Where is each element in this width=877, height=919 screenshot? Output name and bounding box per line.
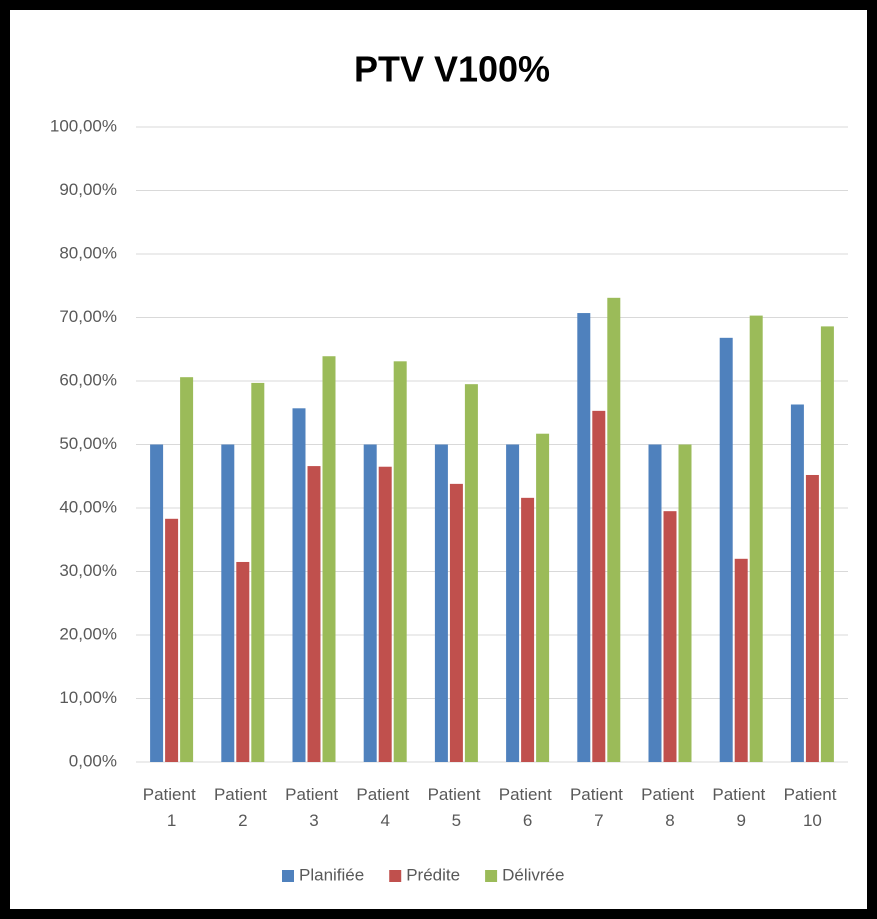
legend-label: Planifiée [299,865,364,884]
bar [521,497,535,762]
bar [607,297,621,762]
x-tick-label-line: 8 [665,811,674,830]
bar [678,444,692,762]
bar [663,511,677,762]
x-tick-label-line: Patient [285,785,343,804]
x-tick-label-line: 1 [167,811,176,830]
x-tick-label: Patient 2 [214,785,272,830]
legend-swatch [389,870,402,882]
bar [393,361,407,762]
bar [719,337,733,762]
x-tick-label-line: Patient [784,785,842,804]
bar [648,444,662,762]
bar [150,444,164,762]
x-tick-label-line: 2 [238,811,247,830]
y-tick-label: 100,00% [50,116,117,135]
bar [449,483,463,762]
bar [292,408,306,762]
x-tick-label: Patient 7 [570,785,628,830]
x-tick-label: Patient 9 [712,785,770,830]
bar [749,315,763,762]
bar [592,410,606,762]
bar [577,313,591,762]
x-tick-label: Patient 10 [784,785,842,830]
y-tick-label: 40,00% [59,497,117,516]
x-tick-label: Patient 6 [499,785,557,830]
x-tick-label-line: Patient [356,785,414,804]
x-tick-label-line: Patient [428,785,486,804]
bar [180,377,194,762]
x-tick-label-line: 9 [736,811,745,830]
bar [536,433,550,762]
x-tick-label-line: Patient [641,785,699,804]
bar [464,384,478,762]
x-tick-label-line: Patient [712,785,770,804]
x-tick-label-line: Patient [570,785,628,804]
x-tick-label: Patient 5 [428,785,486,830]
bar [378,466,392,762]
y-tick-label: 80,00% [59,243,117,262]
x-tick-label-line: Patient [214,785,272,804]
y-tick-label: 70,00% [59,307,117,326]
x-tick-label-line: 6 [523,811,532,830]
bar [734,558,748,762]
bar [307,466,321,762]
y-tick-label: 50,00% [59,434,117,453]
bar [506,444,520,762]
legend-label: Prédite [406,865,460,884]
y-tick-label: 30,00% [59,561,117,580]
y-tick-label: 60,00% [59,370,117,389]
legend-label: Délivrée [502,865,564,884]
bar [251,382,265,762]
legend-swatch [485,870,498,882]
bar [434,444,448,762]
x-tick-label: Patient 4 [356,785,414,830]
y-tick-label: 20,00% [59,624,117,643]
bar [820,326,834,762]
bar [322,356,336,762]
chart-title: PTV V100% [354,49,550,90]
y-tick-label: 90,00% [59,180,117,199]
bar [363,444,377,762]
bar [790,404,804,762]
x-tick-label-line: 3 [309,811,318,830]
x-tick-label-line: 4 [380,811,389,830]
bar [165,518,179,762]
x-tick-label-line: 10 [803,811,822,830]
x-tick-label-line: Patient [143,785,201,804]
legend-swatch [282,870,294,882]
bar [805,474,819,762]
x-tick-label-line: Patient [499,785,557,804]
bar [236,561,250,762]
x-tick-label: Patient 1 [143,785,201,830]
x-tick-label-line: 5 [452,811,461,830]
y-tick-label: 10,00% [59,688,117,707]
x-tick-label: Patient 8 [641,785,699,830]
bar [221,444,235,762]
y-tick-label: 0,00% [69,751,117,770]
x-tick-label-line: 7 [594,811,603,830]
x-tick-label: Patient 3 [285,785,343,830]
